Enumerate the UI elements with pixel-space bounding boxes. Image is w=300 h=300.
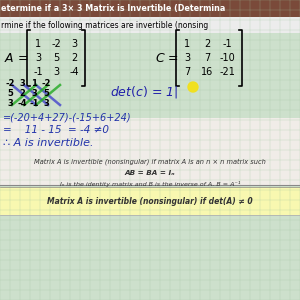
Text: -4: -4 [69,67,79,77]
Text: 3: 3 [7,98,13,107]
Text: 3: 3 [53,67,59,77]
Text: ∴ A is invertible.: ∴ A is invertible. [3,138,94,148]
Text: -1: -1 [33,67,43,77]
Text: 2: 2 [71,53,77,63]
Bar [0,118,300,185]
Text: 1: 1 [35,39,41,49]
Text: -2: -2 [5,79,15,88]
Text: =    11 - 15  = -4 ≠0: = 11 - 15 = -4 ≠0 [3,125,109,135]
Text: 2: 2 [204,39,210,49]
Text: Iₙ is the identity matrix and B is the inverse of A. B = A⁻¹: Iₙ is the identity matrix and B is the i… [60,181,240,187]
Text: -1: -1 [222,39,232,49]
Text: 3: 3 [31,88,37,98]
Text: rmine if the following matrices are invertible (nonsing: rmine if the following matrices are inve… [1,20,208,29]
Text: Matrix A is invertible (nonsingular) if det(A) ≠ 0: Matrix A is invertible (nonsingular) if … [47,196,253,206]
Text: -1: -1 [29,98,39,107]
Circle shape [188,82,198,92]
Text: -2: -2 [41,79,51,88]
Text: -2: -2 [51,39,61,49]
Text: 3: 3 [19,79,25,88]
Text: =(-20+4+27)-(-15+6+24): =(-20+4+27)-(-15+6+24) [3,112,132,122]
Text: 7: 7 [204,53,210,63]
Text: $det(c)$ = 1|: $det(c)$ = 1| [110,84,178,100]
Text: 5: 5 [7,88,13,98]
Text: 3: 3 [71,39,77,49]
Text: etermine if a 3× 3 Matrix is Invertible (Determina: etermine if a 3× 3 Matrix is Invertible … [1,4,225,13]
Text: 5: 5 [43,88,49,98]
Bar [0,0,300,17]
Bar [0,187,300,215]
Text: 2: 2 [19,88,25,98]
Text: AB = BA = Iₙ: AB = BA = Iₙ [125,170,175,176]
Bar [0,17,300,33]
Text: Matrix A is invertible (nonsingular) if matrix A is an n × n matrix such: Matrix A is invertible (nonsingular) if … [34,159,266,165]
Text: $C$ =: $C$ = [155,52,179,64]
Text: $A$ =: $A$ = [4,52,28,64]
Text: 7: 7 [184,67,190,77]
Text: -10: -10 [219,53,235,63]
Text: 1: 1 [31,79,37,88]
Text: -21: -21 [219,67,235,77]
Text: 1: 1 [184,39,190,49]
Text: 3: 3 [35,53,41,63]
Text: -4: -4 [17,98,27,107]
Text: 3: 3 [43,98,49,107]
Text: 16: 16 [201,67,213,77]
Text: 5: 5 [53,53,59,63]
Text: 3: 3 [184,53,190,63]
